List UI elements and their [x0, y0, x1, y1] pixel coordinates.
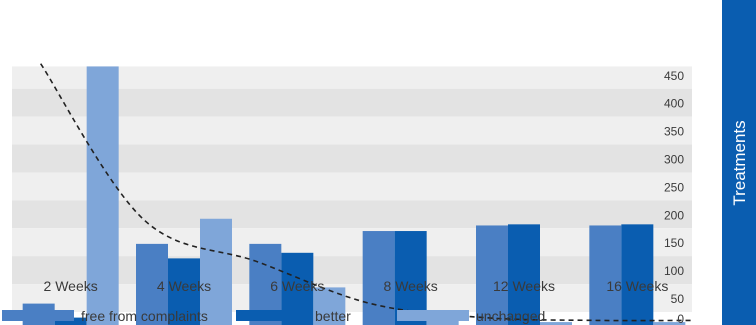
grid-bands — [12, 66, 692, 312]
y-axis-label-bar — [722, 0, 756, 325]
x-tick-label: 12 Weeks — [493, 278, 555, 294]
legend: free from complaints better unchanged — [2, 308, 545, 324]
legend-swatch-free-from-complaints — [2, 310, 74, 321]
grid-band — [12, 66, 692, 89]
grid-band — [12, 228, 692, 257]
bar-unchanged-12-weeks — [540, 322, 572, 325]
grid-band — [12, 144, 692, 173]
x-tick-label: 8 Weeks — [384, 278, 438, 294]
grid-band — [12, 116, 692, 145]
grid-band — [12, 172, 692, 201]
grid-band — [12, 256, 692, 285]
bar-free-from-complaints-8-weeks — [362, 231, 395, 325]
bar-unchanged-4-weeks — [200, 218, 232, 325]
bar-better-2-weeks — [54, 317, 87, 325]
y-tick-label: 450 — [664, 69, 684, 83]
bar-better-16-weeks — [621, 224, 654, 325]
x-tick-labels: 2 Weeks 4 Weeks 6 Weeks 8 Weeks 12 Weeks 16 W… — [44, 278, 669, 294]
y-tick-label: 150 — [664, 236, 684, 250]
x-tick-label: 16 Weeks — [606, 278, 668, 294]
y-tick-label: 50 — [671, 292, 685, 306]
bar-unchanged-16-weeks — [653, 322, 686, 325]
grid-band — [12, 200, 692, 229]
bar-unchanged-2-weeks — [86, 66, 119, 325]
y-tick-label: 400 — [664, 97, 684, 111]
legend-swatch-better — [236, 310, 308, 321]
legend-swatch-unchanged — [397, 310, 469, 321]
grid-band — [12, 88, 692, 117]
trend-line — [39, 63, 693, 322]
x-tick-label: 6 Weeks — [270, 278, 324, 294]
grid-band — [12, 284, 692, 312]
y-tick-label: 250 — [664, 180, 684, 194]
y-tick-label: 100 — [664, 264, 684, 278]
legend-label-unchanged: unchanged — [476, 308, 545, 324]
legend-label-better: better — [315, 308, 351, 324]
y-tick-label: 0 — [677, 312, 684, 325]
bars — [22, 66, 686, 325]
legend-label-free-from-complaints: free from complaints — [81, 308, 208, 324]
bar-free-from-complaints-12-weeks — [476, 225, 508, 325]
x-tick-label: 2 Weeks — [44, 278, 98, 294]
bar-free-from-complaints-4-weeks — [136, 243, 168, 325]
y-tick-label: 300 — [664, 153, 684, 167]
x-tick-label: 4 Weeks — [157, 278, 211, 294]
y-tick-labels: 0 50 100 150 200 250 300 350 400 450 — [664, 69, 684, 325]
bar-free-from-complaints-16-weeks — [589, 225, 622, 325]
y-axis-label: Treatments — [730, 120, 749, 205]
bar-better-4-weeks — [168, 258, 200, 325]
y-tick-label: 200 — [664, 208, 684, 222]
bar-better-12-weeks — [508, 224, 540, 325]
y-tick-label: 350 — [664, 125, 684, 139]
